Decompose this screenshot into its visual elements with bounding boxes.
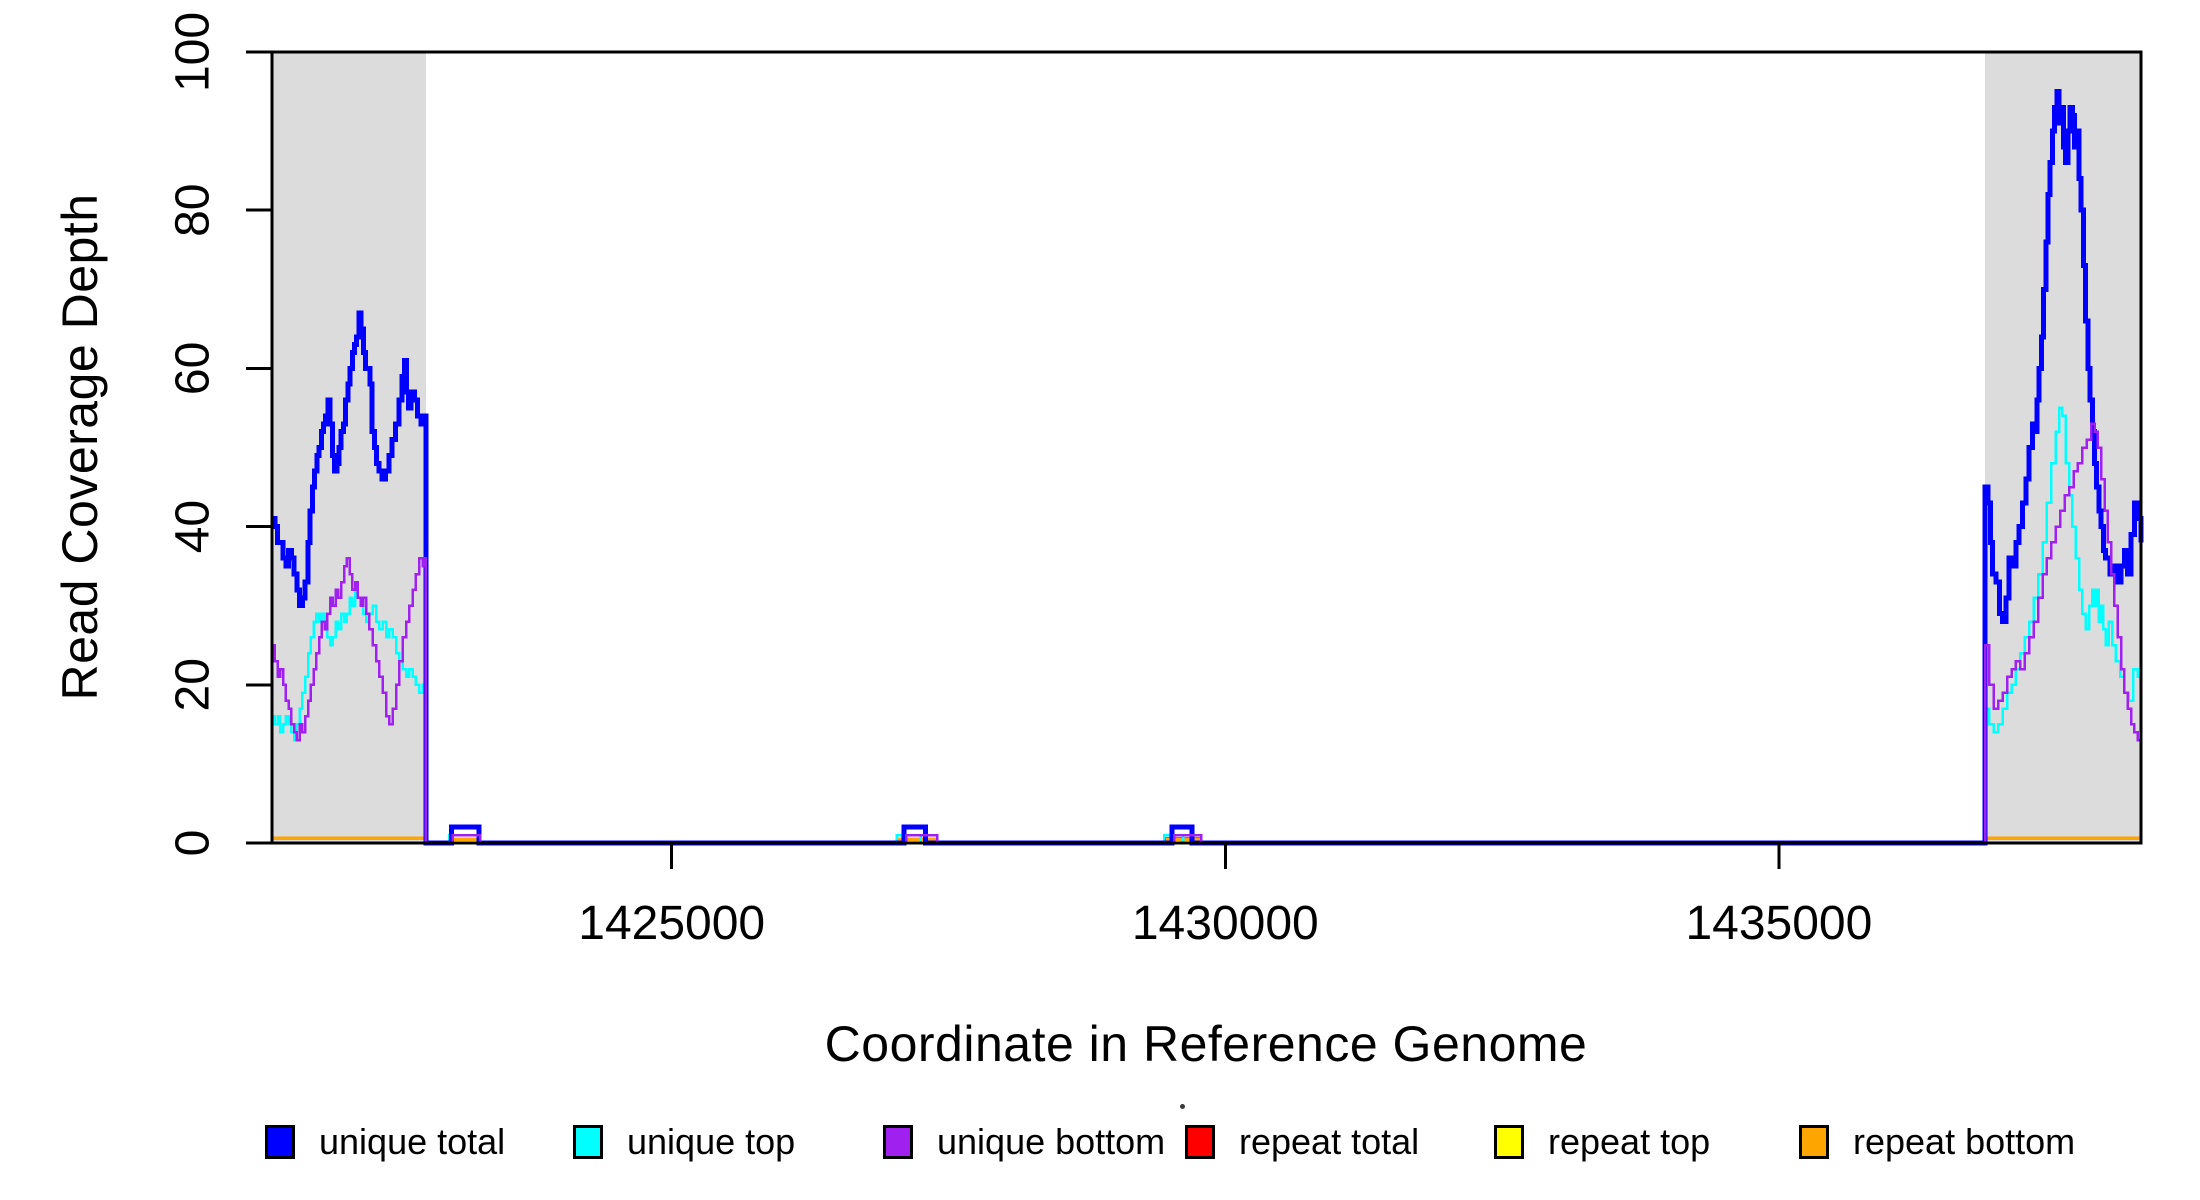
y-axis-tick-label: 40: [167, 500, 220, 553]
x-axis-title: Coordinate in Reference Genome: [824, 1016, 1588, 1072]
y-axis-tick-label: 80: [167, 184, 220, 237]
highlight-band-1: [1985, 52, 2141, 843]
stray-dot-artifact: [1180, 1104, 1185, 1109]
series-unique-bottom: [272, 422, 2143, 845]
x-axis-tick-label: 1430000: [1132, 897, 1319, 950]
series-unique-top: [272, 406, 2143, 845]
x-axis-tick-label: 1425000: [578, 897, 765, 950]
plot-box: [270, 50, 2143, 845]
y-axis-tick-label: 100: [167, 12, 220, 92]
highlight-band-0: [272, 52, 426, 843]
y-axis-tick-label: 20: [167, 658, 220, 711]
y-axis-title: Read Coverage Depth: [52, 193, 108, 701]
x-axis-tick-label: 1435000: [1685, 897, 1872, 950]
series-unique-total: [272, 89, 2144, 846]
y-axis-tick-label: 0: [167, 830, 220, 857]
y-axis-tick-label: 60: [167, 342, 220, 395]
